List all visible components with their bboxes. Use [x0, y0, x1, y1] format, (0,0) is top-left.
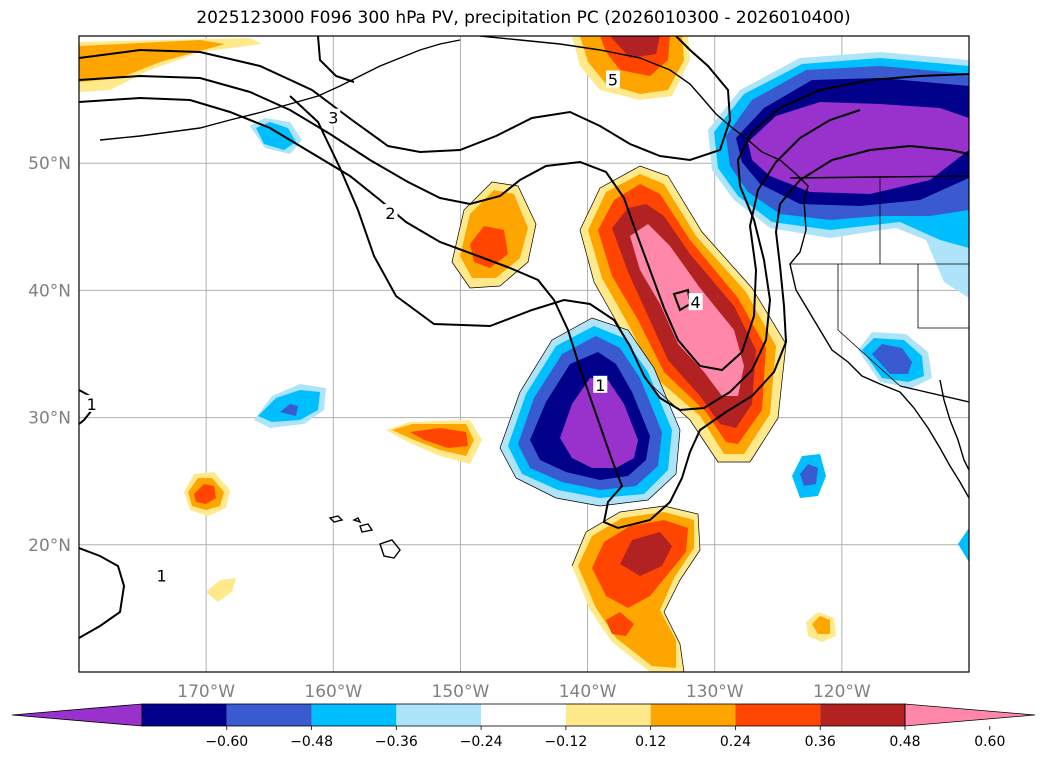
- pv-label-bg-1: [154, 566, 169, 584]
- precip-blob-148w-positive: [452, 182, 536, 288]
- precip-blob-pacific-negative: [500, 318, 680, 506]
- colorbar-tick-label-6: 0.24: [720, 734, 751, 750]
- lon-tick-label-4: 130°W: [686, 682, 744, 702]
- precip-blob-165w-negative: [254, 384, 326, 428]
- pv-contour-3-outer: [79, 36, 732, 162]
- colorbar-segment-6: [650, 704, 736, 726]
- colorbar-tick-label-0: −0.60: [205, 734, 248, 750]
- colorbar-tick-label-5: 0.12: [635, 734, 666, 750]
- pv-contour-labels: 1 1 1 2 3 4 5: [84, 70, 703, 586]
- colorbar-segment-8: [820, 704, 905, 726]
- border-state-3: [917, 264, 969, 329]
- pv-contour-2-mid: [289, 73, 969, 412]
- pv-label-bg-6: [606, 70, 620, 88]
- colorbar: −0.60 −0.48 −0.36 −0.24 −0.12 0.12 0.24 0.36 0.4…: [11, 703, 1036, 750]
- precip-blob-socal-negative: [858, 332, 932, 388]
- precip-blob-170w-small-positive: [206, 578, 236, 602]
- longitude-tick-labels: 170°W 160°W 150°W 140°W 130°W 120°W: [177, 682, 871, 702]
- coast-hawaii-oahu: [328, 515, 344, 523]
- colorbar-tick-label-1: −0.48: [290, 734, 333, 750]
- pv-contour-label-3: 2: [385, 204, 395, 223]
- colorbar-extend-low: [11, 703, 143, 727]
- pv-contour-label-0: 1: [87, 395, 97, 414]
- colorbar-tick-label-7: 0.36: [805, 734, 836, 750]
- precip-blob-south-positive: [572, 506, 700, 672]
- precip-blob-150w-positive: [386, 420, 482, 464]
- precip-blob-gulf-alaska-negative: [250, 118, 302, 154]
- chart-title: 2025123000 F096 300 hPa PV, precipitatio…: [196, 8, 851, 28]
- pv-contour-label-2: 1: [595, 376, 605, 395]
- colorbar-tick-label-2: −0.36: [375, 734, 418, 750]
- colorbar-segment-5: [565, 704, 651, 726]
- lon-tick-label-0: 170°W: [177, 682, 235, 702]
- lat-tick-label-3: 50°N: [28, 154, 71, 174]
- lon-tick-label-3: 140°W: [559, 682, 617, 702]
- pv-contour-2: [79, 96, 969, 530]
- colorbar-segment-1: [226, 704, 312, 726]
- colorbar-segment-4: [481, 704, 566, 726]
- colorbar-extend-high: [904, 703, 1036, 727]
- pv-label-bg-3: [383, 204, 398, 222]
- coast-hawaii-maui: [359, 523, 374, 533]
- precip-fills: [79, 36, 969, 672]
- border-us-canada: [789, 175, 969, 179]
- lon-tick-label-1: 160°W: [304, 682, 362, 702]
- pv-contour-3-inner: [79, 74, 861, 372]
- lat-tick-label-1: 30°N: [28, 409, 71, 429]
- precip-blob-122w-positive: [806, 612, 836, 642]
- precip-blob-170w-positive: [184, 472, 230, 516]
- colorbar-tick-label-8: 0.48: [889, 734, 920, 750]
- pv-contour-1-southwest: [79, 547, 126, 639]
- pv-contour-label-4: 3: [328, 109, 338, 128]
- pv-contour-label-5: 4: [691, 293, 701, 312]
- precip-blob-east-edge-negative: [958, 528, 969, 562]
- lon-tick-label-2: 150°W: [432, 682, 490, 702]
- coast-hawaii-kauai: [352, 517, 362, 524]
- pv-label-bg-5: [688, 293, 703, 311]
- pv-contours: [79, 36, 969, 639]
- colorbar-tick-label-9: 0.60: [974, 734, 1005, 750]
- colorbar-segment-7: [735, 704, 821, 726]
- colorbar-tick-label-3: −0.24: [460, 734, 503, 750]
- precip-blob-133w-negative: [792, 454, 826, 498]
- colorbar-tick-label-4: −0.12: [544, 734, 587, 750]
- map-frame: [78, 35, 970, 673]
- border-us-mexico: [899, 385, 969, 403]
- colorbar-segment-2: [311, 704, 397, 726]
- colorbar-segment-0: [142, 704, 227, 726]
- coast-alaska-gulf: [479, 36, 731, 127]
- pv-label-bg-4: [326, 108, 341, 126]
- coast-baja: [899, 391, 969, 499]
- map-area: 1 1 1 2 3 4 5: [79, 36, 969, 672]
- coast-washington-oregon: [789, 199, 901, 393]
- latitude-tick-labels: 20°N 30°N 40°N 50°N: [28, 154, 71, 556]
- pv-contour-label-6: 5: [608, 71, 618, 90]
- pv-contour-1-north: [317, 36, 355, 83]
- colorbar-segment-3: [396, 704, 482, 726]
- pv-label-bg-2: [593, 375, 608, 393]
- pv-label-bg-0: [84, 394, 99, 412]
- coast-aleutians: [99, 39, 461, 141]
- colorbar-frame: [141, 703, 906, 727]
- pv-contour-label-1: 1: [157, 567, 167, 586]
- lat-tick-label-0: 20°N: [28, 536, 71, 556]
- lat-tick-label-2: 40°N: [28, 281, 71, 301]
- border-state-4: [837, 264, 901, 387]
- lon-tick-label-5: 120°W: [813, 682, 871, 702]
- coast-hawaii-big-island: [379, 539, 401, 559]
